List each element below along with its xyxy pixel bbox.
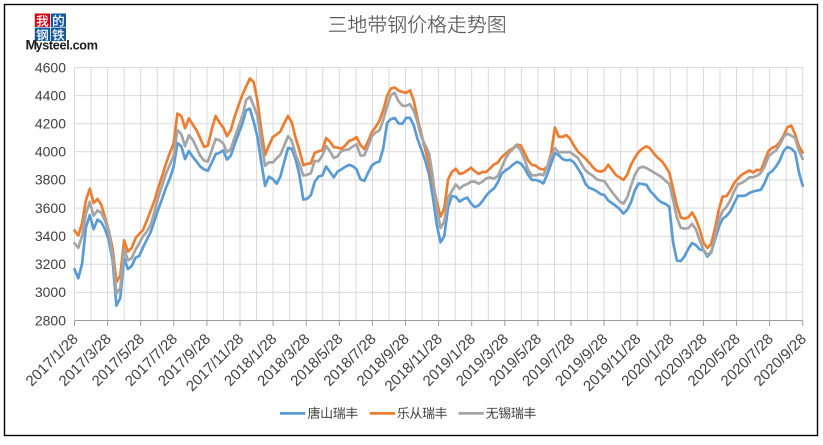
svg-text:3800: 3800 bbox=[35, 172, 66, 188]
svg-text:3200: 3200 bbox=[35, 256, 66, 272]
svg-text:4400: 4400 bbox=[35, 87, 66, 103]
svg-text:ysteel.com: ysteel.com bbox=[36, 39, 98, 53]
svg-text:4200: 4200 bbox=[35, 116, 66, 132]
svg-text:3600: 3600 bbox=[35, 200, 66, 216]
svg-text:M: M bbox=[26, 37, 37, 53]
svg-text:4000: 4000 bbox=[35, 144, 66, 160]
svg-text:4600: 4600 bbox=[35, 59, 66, 75]
svg-text:3400: 3400 bbox=[35, 228, 66, 244]
svg-text:2800: 2800 bbox=[35, 312, 66, 328]
svg-text:3000: 3000 bbox=[35, 284, 66, 300]
